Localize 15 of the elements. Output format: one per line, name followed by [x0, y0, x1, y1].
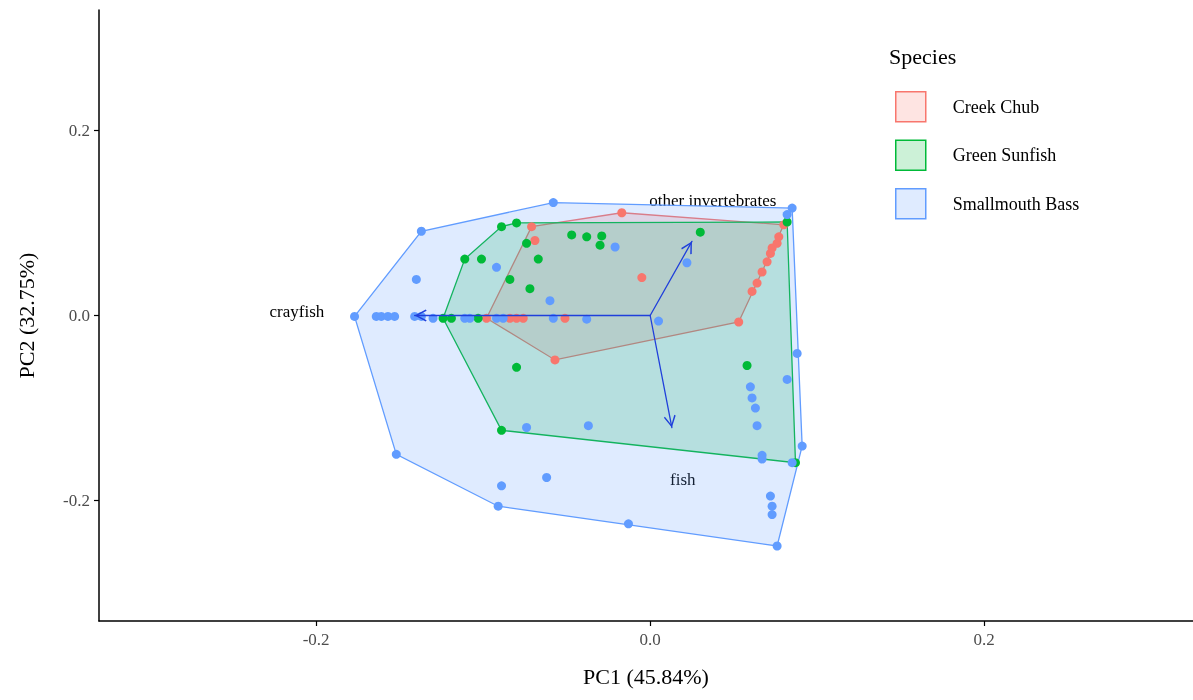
legend-label: Green Sunfish — [952, 145, 1057, 166]
legend-label: Creek Chub — [952, 96, 1040, 117]
y-tick-label: 0.0 — [68, 306, 90, 325]
y-tick-label: -0.2 — [63, 491, 90, 511]
x-axis-title: PC1 (45.84%) — [583, 663, 709, 689]
legend-title: Species — [889, 43, 957, 69]
annotation: other invertebrates — [649, 190, 777, 210]
x-tick-label: 0.0 — [639, 630, 661, 649]
x-tick-label: -0.2 — [302, 630, 330, 649]
legend-label: Smallmouth Bass — [952, 193, 1080, 214]
x-tick-label: 0.2 — [973, 630, 995, 649]
y-axis-title: PC2 (32.75%) — [13, 252, 39, 379]
y-tick-label: 0.2 — [68, 120, 90, 140]
annotation: fish — [669, 470, 696, 490]
annotation: crayfish — [269, 302, 325, 321]
